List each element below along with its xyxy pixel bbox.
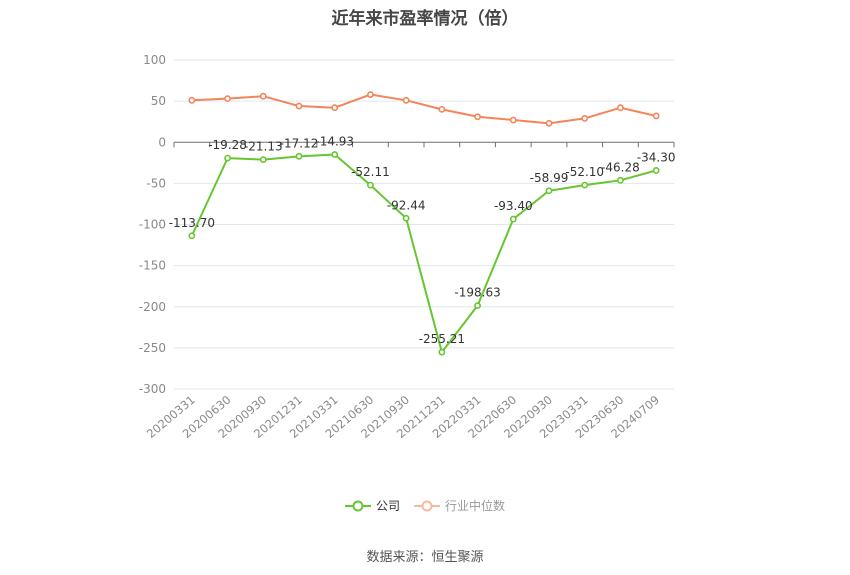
data-label: -21.13 <box>244 140 283 154</box>
median-point <box>259 92 267 100</box>
legend-label-industry-median: 行业中位数 <box>445 499 506 513</box>
median-line <box>191 93 657 125</box>
data-label: -52.11 <box>351 165 390 179</box>
data-labels: -113.70 -19.28-21.13-17.12-14.93 -52.11 -92… <box>169 135 676 347</box>
median-point <box>652 112 660 120</box>
series-company <box>188 151 660 356</box>
y-tick-label: -150 <box>139 259 166 273</box>
legend-label-company: 公司 <box>375 499 400 513</box>
y-tick-label: -300 <box>139 382 166 396</box>
legend: 公司 行业中位数 <box>0 497 850 514</box>
y-tick-label: -250 <box>139 341 166 355</box>
median-point <box>295 102 303 110</box>
y-tick-label: -100 <box>139 218 166 232</box>
company-point <box>652 167 660 174</box>
median-point <box>402 96 410 104</box>
data-label: -93.40 <box>494 199 533 213</box>
median-point <box>545 119 553 127</box>
company-point <box>509 215 517 223</box>
data-label: -17.12 <box>280 136 319 150</box>
data-label: -19.28 <box>208 138 247 152</box>
legend-item-company[interactable]: 公司 <box>344 497 400 514</box>
company-point <box>402 214 410 222</box>
data-label: -92.44 <box>387 198 426 212</box>
legend-line-circle-icon <box>344 500 371 511</box>
company-point <box>581 181 589 189</box>
company-point <box>188 232 196 240</box>
company-point <box>367 181 374 189</box>
y-axis: 100 50 0 -50 -100 -150 -200 -250 -300 <box>139 53 166 396</box>
data-label: -34.30 <box>637 150 676 164</box>
company-point <box>438 348 446 356</box>
company-point <box>545 187 553 195</box>
median-point <box>474 113 481 121</box>
y-tick-label: -200 <box>139 300 166 314</box>
data-label: -46.28 <box>601 160 640 174</box>
company-point <box>295 152 303 160</box>
x-axis: 2020033120200630202009302020123120210331… <box>144 141 675 441</box>
company-point <box>617 176 624 184</box>
data-label: -198.63 <box>454 286 500 300</box>
median-point <box>438 105 446 113</box>
company-point <box>331 151 339 158</box>
company-point <box>259 156 267 164</box>
data-label: -58.99 <box>530 171 569 185</box>
company-line <box>190 153 657 354</box>
data-label: -255.21 <box>419 332 465 346</box>
data-label: -52.10 <box>565 165 604 179</box>
median-point <box>224 95 231 103</box>
data-source: 数据来源：恒生聚源 <box>366 550 484 565</box>
y-tick-label: 0 <box>158 135 166 149</box>
company-point <box>474 302 481 310</box>
y-tick-label: 100 <box>143 53 166 67</box>
median-point <box>581 114 589 122</box>
median-point <box>331 104 339 112</box>
company-point <box>224 154 231 162</box>
legend-item-industry-median[interactable]: 行业中位数 <box>414 497 505 514</box>
series-industry-median <box>188 91 660 127</box>
y-tick-label: 50 <box>151 94 166 108</box>
data-label: -14.93 <box>315 135 354 149</box>
median-point <box>367 91 374 98</box>
median-point <box>617 104 624 112</box>
y-tick-label: -50 <box>146 176 166 190</box>
median-point <box>188 96 196 104</box>
legend-line-circle-icon <box>414 500 440 511</box>
chart-title: 近年来市盈率情况（倍） <box>331 9 519 29</box>
median-point <box>509 116 517 124</box>
data-label: -113.70 <box>169 216 215 230</box>
